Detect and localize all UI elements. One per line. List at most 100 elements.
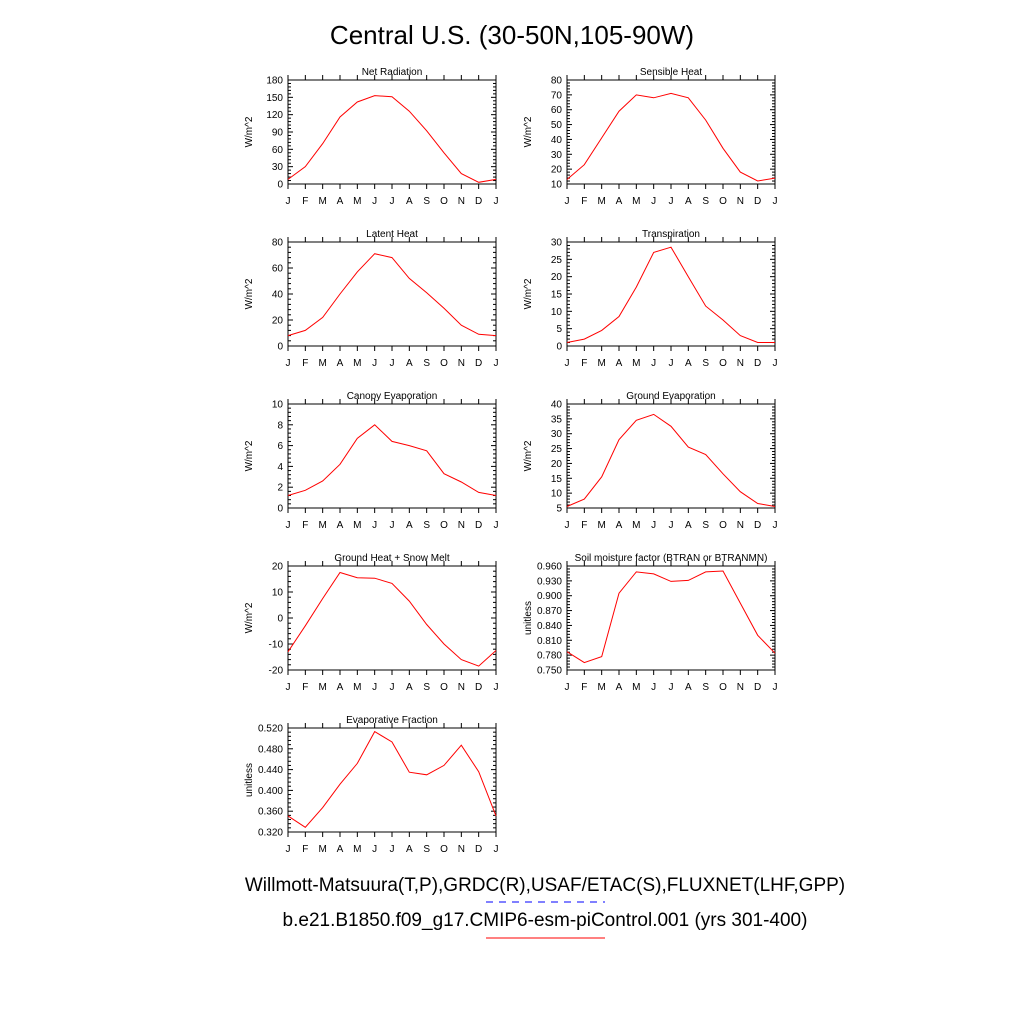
y-tick-label: 25 — [551, 444, 563, 455]
y-tick-label: 20 — [551, 459, 563, 470]
x-tick-label: M — [632, 682, 640, 693]
x-tick-label: A — [337, 196, 344, 207]
x-tick-label: A — [616, 682, 623, 693]
x-tick-label: F — [302, 844, 308, 855]
x-tick-label: J — [565, 358, 570, 369]
y-tick-label: 0.900 — [537, 591, 562, 602]
y-tick-label: 5 — [556, 504, 562, 515]
x-tick-label: N — [737, 196, 744, 207]
x-tick-label: F — [302, 520, 308, 531]
x-tick-label: M — [597, 196, 605, 207]
x-tick-label: D — [475, 844, 482, 855]
x-tick-label: J — [286, 520, 291, 531]
x-tick-label: J — [494, 844, 499, 855]
x-tick-label: M — [353, 682, 361, 693]
plot-frame — [287, 727, 497, 833]
x-tick-label: S — [702, 682, 709, 693]
x-tick-label: D — [754, 358, 761, 369]
x-tick-label: J — [390, 196, 395, 207]
x-tick-label: D — [475, 520, 482, 531]
y-tick-label: 50 — [551, 120, 563, 131]
x-tick-label: N — [458, 682, 465, 693]
panel-8: Soil moisture factor (BTRAN or BTRANMN) 0… — [523, 553, 778, 693]
x-tick-label: J — [372, 844, 377, 855]
plot-frame — [566, 403, 776, 509]
y-tick-label: 150 — [266, 93, 283, 104]
y-tick-label: 8 — [277, 420, 283, 431]
series-line-model — [287, 571, 497, 667]
y-tick-label: 0 — [277, 614, 283, 625]
panel-title: Ground Heat + Snow Melt — [334, 553, 450, 564]
x-tick-label: J — [286, 196, 291, 207]
x-tick-label: S — [702, 196, 709, 207]
y-tick-label: 60 — [272, 145, 284, 156]
x-tick-label: A — [337, 844, 344, 855]
panel-9: Evaporative Fraction 0.320 0.360 0.400 0.440… — [244, 715, 499, 855]
x-tick-label: N — [737, 358, 744, 369]
x-tick-label: A — [337, 358, 344, 369]
x-tick-label: M — [353, 520, 361, 531]
x-tick-label: D — [475, 358, 482, 369]
x-tick-label: A — [406, 358, 413, 369]
y-tick-label: 0.750 — [537, 666, 562, 677]
y-tick-label: -20 — [269, 666, 284, 677]
x-tick-label: S — [423, 682, 430, 693]
x-tick-label: A — [406, 682, 413, 693]
legend: Willmott-Matsuura(T,P),GRDC(R),USAF/ETAC… — [245, 875, 845, 939]
x-tick-label: D — [754, 520, 761, 531]
x-tick-label: J — [390, 844, 395, 855]
x-tick-label: O — [719, 682, 727, 693]
y-axis-label: unitless — [523, 601, 534, 635]
x-tick-label: A — [616, 520, 623, 531]
x-tick-label: J — [773, 358, 778, 369]
x-tick-label: O — [440, 520, 448, 531]
x-tick-label: J — [773, 520, 778, 531]
x-tick-label: O — [719, 358, 727, 369]
x-tick-label: F — [581, 358, 587, 369]
y-tick-label: 15 — [551, 474, 563, 485]
y-tick-label: 90 — [272, 128, 284, 139]
x-tick-label: J — [372, 682, 377, 693]
panel-title: Evaporative Fraction — [346, 715, 438, 726]
x-tick-label: S — [423, 358, 430, 369]
y-axis-label: W/m^2 — [523, 116, 534, 147]
y-tick-label: 60 — [551, 105, 563, 116]
y-tick-label: 40 — [551, 135, 563, 146]
x-tick-label: M — [597, 358, 605, 369]
series-line-model — [287, 730, 497, 828]
y-tick-label: 10 — [272, 400, 284, 411]
x-tick-label: N — [737, 682, 744, 693]
x-tick-label: J — [565, 196, 570, 207]
x-tick-label: N — [458, 196, 465, 207]
y-tick-label: 30 — [551, 238, 563, 249]
x-tick-label: O — [440, 844, 448, 855]
x-tick-label: J — [390, 520, 395, 531]
x-tick-label: A — [685, 520, 692, 531]
x-tick-label: N — [737, 520, 744, 531]
x-tick-label: F — [302, 196, 308, 207]
x-tick-label: J — [372, 358, 377, 369]
x-tick-label: M — [597, 682, 605, 693]
x-tick-label: D — [475, 682, 482, 693]
x-tick-label: S — [423, 196, 430, 207]
y-tick-label: 0.480 — [258, 744, 283, 755]
x-tick-label: M — [632, 196, 640, 207]
x-tick-label: J — [286, 358, 291, 369]
x-tick-label: J — [565, 520, 570, 531]
y-axis-label: unitless — [244, 763, 255, 797]
x-tick-label: M — [318, 358, 326, 369]
x-tick-label: M — [353, 844, 361, 855]
x-tick-label: J — [651, 358, 656, 369]
y-axis-label: W/m^2 — [244, 440, 255, 471]
plot-frame — [287, 565, 497, 671]
x-tick-label: J — [494, 682, 499, 693]
y-tick-label: 20 — [272, 316, 284, 327]
x-tick-label: J — [773, 196, 778, 207]
x-tick-label: J — [651, 520, 656, 531]
y-tick-label: 30 — [551, 429, 563, 440]
y-tick-label: 5 — [556, 324, 562, 335]
x-tick-label: J — [390, 682, 395, 693]
